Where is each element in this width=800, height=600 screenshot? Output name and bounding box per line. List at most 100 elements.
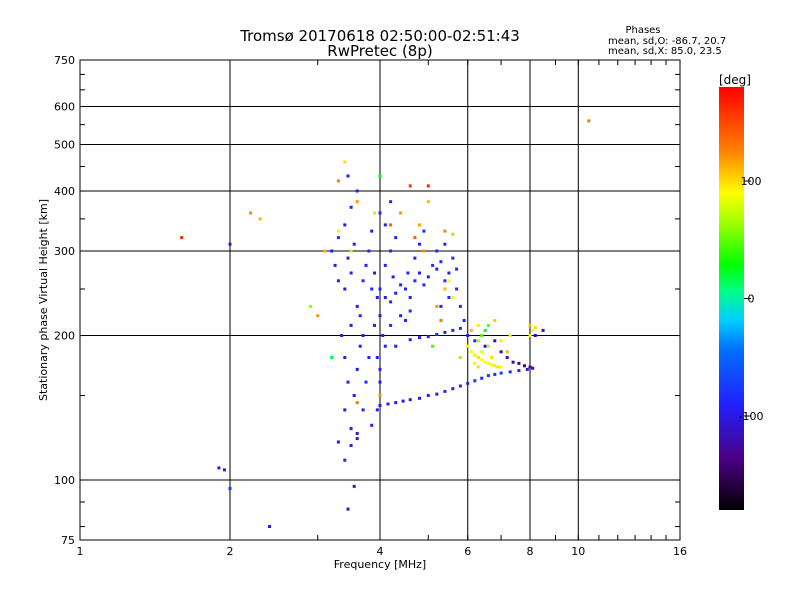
- data-point-o-trace: [336, 279, 340, 283]
- data-point-x-trace: [505, 350, 509, 354]
- data-point-o-trace: [389, 200, 393, 204]
- data-point-o-trace: [443, 389, 447, 393]
- phase-info-o: mean, sd,O: -86.7, 20.7: [608, 36, 726, 47]
- colorbar-tick-label: -100: [739, 410, 764, 423]
- data-point-o-trace: [443, 279, 447, 283]
- data-point-o-trace: [451, 328, 455, 332]
- data-point-o-trace: [451, 387, 455, 391]
- data-point-x-trace: [476, 356, 480, 359]
- data-point-x-trace: [422, 249, 426, 253]
- data-point-o-trace: [378, 367, 382, 371]
- data-point-o-trace: [268, 525, 271, 528]
- data-point-o-trace: [499, 371, 503, 375]
- data-point-o-trace: [473, 339, 477, 343]
- data-point-x-trace: [249, 211, 253, 215]
- data-point-o-trace: [336, 440, 340, 444]
- data-point-o-trace: [378, 314, 382, 318]
- data-point-o-trace: [422, 283, 426, 287]
- data-point-x-trace: [528, 323, 532, 327]
- data-point-x-trace: [343, 160, 347, 164]
- data-point-o-trace: [517, 361, 521, 365]
- data-point-o-trace: [439, 304, 443, 308]
- data-point-x-trace: [180, 236, 184, 240]
- data-point-o-trace: [517, 369, 521, 373]
- data-point-x-trace: [431, 344, 435, 348]
- data-point-o-trace: [462, 319, 466, 322]
- data-point-x-trace: [336, 179, 340, 183]
- axis-ticks: 1 2 4 6 8 10 16 75 100 200 300 400 500 600 750: [54, 54, 687, 558]
- data-point-o-trace: [406, 271, 410, 275]
- data-point-o-trace: [466, 334, 470, 337]
- data-point-x-trace: [378, 394, 382, 397]
- data-point-o-trace: [455, 287, 459, 291]
- data-point-x-trace: [330, 356, 334, 359]
- data-point-o-trace: [375, 408, 379, 412]
- data-point-x-trace: [476, 339, 480, 343]
- data-point-o-trace: [381, 334, 385, 337]
- data-point-o-trace: [435, 249, 439, 253]
- data-point-o-trace: [352, 484, 356, 488]
- data-point-o-trace: [343, 223, 347, 227]
- data-point-x-trace: [499, 365, 503, 369]
- data-point-x-trace: [426, 184, 430, 188]
- data-point-o-trace: [349, 271, 353, 275]
- data-point-o-trace: [358, 314, 362, 318]
- data-point-o-trace: [404, 319, 407, 322]
- data-point-o-trace: [228, 487, 232, 490]
- data-point-o-trace: [413, 256, 417, 260]
- data-point-x-trace: [480, 334, 484, 337]
- data-point-o-trace: [435, 333, 439, 336]
- x-axis-label: Frequency [MHz]: [334, 558, 426, 571]
- data-point-o-trace: [435, 392, 439, 396]
- data-point-o-trace: [394, 291, 398, 295]
- data-point-x-trace: [490, 363, 494, 367]
- data-point-o-trace: [343, 356, 347, 359]
- data-point-o-trace: [346, 174, 350, 178]
- data-point-o-trace: [343, 458, 347, 462]
- data-point-o-trace: [408, 338, 412, 342]
- data-point-x-trace: [486, 344, 490, 348]
- data-point-o-trace: [404, 287, 407, 291]
- data-point-x-trace: [443, 287, 447, 291]
- data-point-o-trace: [426, 394, 430, 397]
- data-point-o-trace: [466, 381, 470, 385]
- data-point-o-trace: [349, 205, 353, 209]
- data-point-o-trace: [443, 242, 447, 246]
- data-point-x-trace: [408, 184, 412, 188]
- data-point-x-trace: [308, 304, 312, 308]
- data-point-o-trace: [401, 399, 405, 403]
- data-point-o-trace: [364, 263, 368, 267]
- data-point-o-trace: [531, 366, 535, 370]
- data-point-o-trace: [399, 314, 403, 318]
- data-point-o-trace: [447, 271, 451, 275]
- data-point-o-trace: [361, 334, 365, 337]
- data-point-x-trace: [466, 344, 470, 348]
- data-point-o-trace: [378, 404, 382, 407]
- data-point-o-trace: [361, 408, 365, 412]
- data-point-x-trace: [413, 236, 417, 240]
- y-tick-label: 750: [54, 54, 75, 67]
- data-point-x-trace: [486, 323, 490, 327]
- data-point-x-trace: [435, 304, 439, 308]
- data-point-x-trace: [531, 328, 535, 332]
- data-point-o-trace: [375, 296, 379, 299]
- data-point-x-trace: [473, 361, 477, 365]
- data-point-o-trace: [394, 344, 398, 348]
- data-point-o-trace: [346, 380, 350, 384]
- data-point-o-trace: [493, 339, 497, 343]
- grid-lines: [80, 60, 680, 540]
- data-point-o-trace: [499, 350, 503, 354]
- data-point-o-trace: [364, 380, 368, 384]
- data-point-o-trace: [480, 376, 484, 380]
- data-point-o-trace: [378, 211, 382, 215]
- colorbar-tick-label: 0: [748, 293, 755, 306]
- data-point-o-trace: [223, 468, 226, 472]
- data-point-o-trace: [373, 271, 376, 275]
- data-point-o-trace: [533, 334, 537, 337]
- data-point-x-trace: [533, 325, 537, 329]
- data-point-o-trace: [389, 249, 393, 253]
- data-point-o-trace: [408, 398, 412, 402]
- data-point-o-trace: [358, 344, 362, 348]
- data-point-x-trace: [493, 319, 497, 322]
